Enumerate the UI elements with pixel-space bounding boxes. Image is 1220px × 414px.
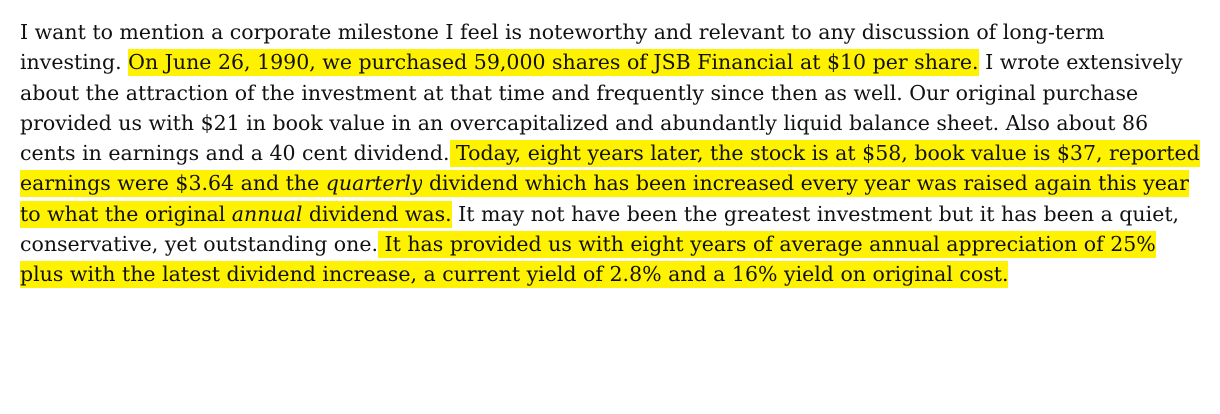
highlighted-italic-text-segment: annual [231, 200, 303, 228]
highlighted-italic-text-segment: quarterly [325, 170, 423, 198]
text-segment: I wrote extensively about the attraction… [20, 50, 1183, 166]
text-segment: It may not have been the greatest invest… [20, 201, 1180, 257]
document-paragraph: I want to mention a corporate milestone … [20, 17, 1200, 290]
text-segment: I want to mention a corporate milestone … [20, 20, 1105, 75]
highlighted-text-segment: On June 26, 1990, we purchased 59,000 sh… [128, 49, 979, 77]
highlighted-text-segment: dividend was. [302, 200, 452, 228]
